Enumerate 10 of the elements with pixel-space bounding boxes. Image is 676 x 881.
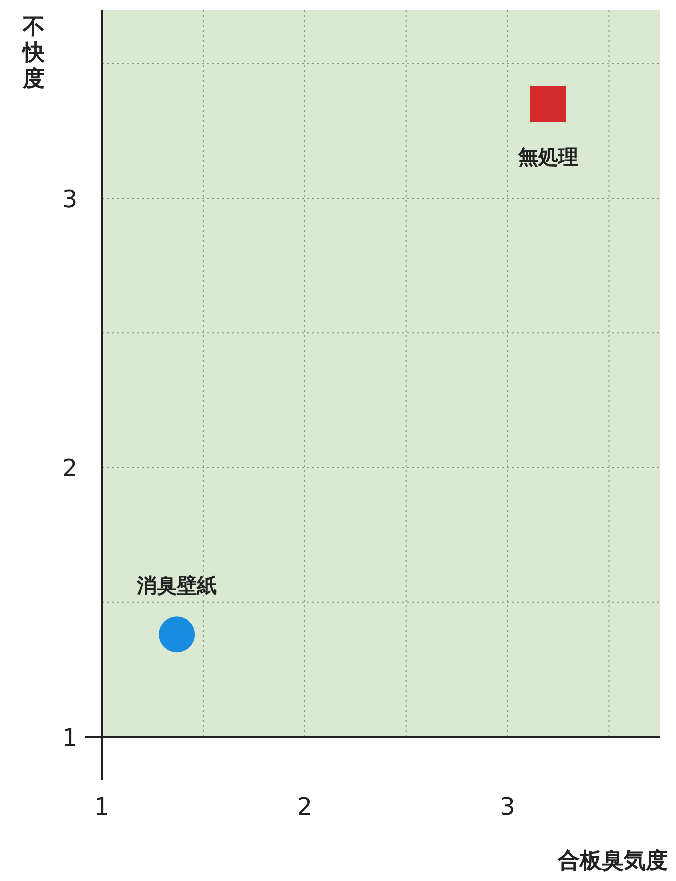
series-label: 無処理 [517, 145, 578, 170]
y-tick-label: 1 [62, 724, 78, 752]
y-axis-title: 不快度 [21, 15, 46, 92]
series-label: 消臭壁紙 [136, 574, 218, 598]
y-tick-label: 2 [62, 454, 78, 483]
x-tick-label: 1 [94, 793, 110, 821]
x-axis-title: 合板臭気度 [557, 848, 668, 874]
x-tick-label: 2 [297, 793, 313, 821]
y-tick-label: 3 [62, 185, 78, 214]
x-tick-label: 3 [500, 793, 516, 821]
